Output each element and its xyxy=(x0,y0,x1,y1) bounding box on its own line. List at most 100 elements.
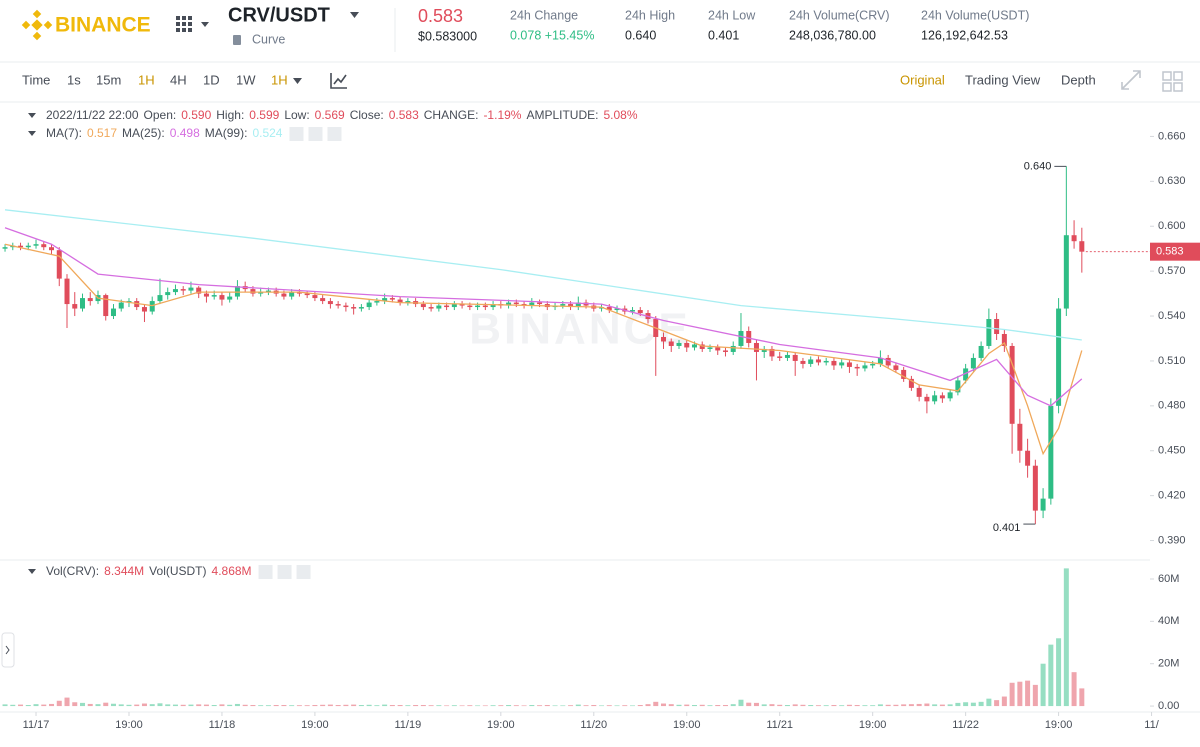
candle-body xyxy=(684,342,690,348)
candle-body xyxy=(420,304,426,308)
interval[interactable]: 1s xyxy=(67,72,81,87)
candle-body xyxy=(25,245,31,248)
candle-body xyxy=(366,302,372,308)
y-tick-label: 0.570 xyxy=(1158,265,1186,277)
interval[interactable]: 1H xyxy=(271,72,288,87)
layout-icon[interactable] xyxy=(1162,71,1183,92)
volume-bar xyxy=(211,705,217,707)
volume-bar xyxy=(591,705,597,707)
candle-body xyxy=(18,245,24,248)
volume-bar xyxy=(715,705,721,707)
candle-body xyxy=(513,302,519,305)
volume-bar xyxy=(234,703,240,707)
volume-bar xyxy=(978,701,984,707)
stat-label: 24h Volume(USDT) xyxy=(921,8,1029,22)
candle-body xyxy=(939,395,945,399)
stat-label: 24h High xyxy=(625,8,675,22)
y-tick-label: 0.420 xyxy=(1158,490,1186,502)
volume-bar xyxy=(265,705,271,707)
toolbar: Time 1s 15m 1H 4H 1D 1W 1H Original Trad… xyxy=(0,70,1200,103)
candle-body xyxy=(769,348,775,357)
pair[interactable]: CRV/USDT xyxy=(228,4,330,26)
volume-bar xyxy=(1040,663,1046,707)
y-tick-label: 0.450 xyxy=(1158,445,1186,457)
volume-bar xyxy=(831,705,837,707)
volume-bar xyxy=(761,704,767,707)
legend-eye-button[interactable] xyxy=(289,127,304,141)
interval[interactable]: 1H xyxy=(138,72,155,87)
logo-icon xyxy=(21,9,53,41)
legend-value: -1.19% xyxy=(483,108,521,122)
legend-toggle[interactable] xyxy=(28,131,36,136)
volume-bar xyxy=(459,705,465,707)
candle-body xyxy=(537,302,543,305)
legend-close-button[interactable] xyxy=(296,565,311,579)
candle-body xyxy=(963,368,969,381)
volume-bar xyxy=(335,705,341,707)
legend-close-button[interactable] xyxy=(327,127,342,141)
candle-body xyxy=(808,359,814,364)
last-price-usd: $0.583000 xyxy=(418,29,477,43)
candle-body xyxy=(374,301,380,303)
volume-bar xyxy=(327,704,333,707)
volume-bar xyxy=(95,704,101,707)
x-tick-label: 19:00 xyxy=(115,719,143,731)
moving-average-line xyxy=(4,227,1083,407)
legend-gear-button[interactable] xyxy=(308,127,323,141)
legend-eye-button[interactable] xyxy=(258,565,273,579)
legend-label: Close: xyxy=(350,108,384,122)
interval[interactable]: Time xyxy=(22,72,50,87)
volume-bar xyxy=(661,703,667,707)
volume-bar xyxy=(498,705,504,707)
volume-bar xyxy=(614,705,620,707)
volume-bar xyxy=(374,705,380,707)
volume-bar xyxy=(64,697,70,707)
candle-body xyxy=(862,365,868,369)
fullscreen-icon[interactable] xyxy=(1121,70,1141,90)
volume-bar xyxy=(823,705,829,707)
volume-bar xyxy=(552,705,558,707)
legend-label: Open: xyxy=(144,108,177,122)
candle-body xyxy=(746,331,752,343)
legend-toggle[interactable] xyxy=(28,113,36,118)
side-toggle-icon xyxy=(5,645,10,655)
volume-bar xyxy=(451,705,457,707)
interval-dropdown[interactable] xyxy=(293,78,302,84)
view-tab[interactable]: Depth xyxy=(1061,72,1096,87)
legend-value: 0.590 xyxy=(181,108,211,122)
candle-body xyxy=(56,250,62,279)
side-toggle[interactable] xyxy=(1,632,15,668)
candle-body xyxy=(1032,465,1038,511)
x-tick-label: 19:00 xyxy=(1045,719,1073,731)
candle-body xyxy=(149,301,155,312)
logo[interactable]: BINANCE xyxy=(55,14,151,37)
legend-toggle[interactable] xyxy=(28,569,36,574)
volume-bar xyxy=(110,703,116,707)
candle-body xyxy=(258,292,264,294)
y-tick-label: 0.630 xyxy=(1158,175,1186,187)
view-tab[interactable]: Trading View xyxy=(965,72,1041,87)
legend-label: Vol(USDT) xyxy=(149,564,206,578)
volume-bar xyxy=(312,705,318,707)
project[interactable]: Curve xyxy=(252,32,285,46)
menu-grid-icon[interactable] xyxy=(176,16,209,32)
volume-bar xyxy=(72,702,78,707)
volume-bar xyxy=(506,705,512,707)
indicator-icon[interactable] xyxy=(330,73,347,89)
interval[interactable]: 1D xyxy=(203,72,220,87)
candle-body xyxy=(924,396,930,402)
view-tab[interactable]: Original xyxy=(900,72,945,87)
interval[interactable]: 4H xyxy=(170,72,187,87)
candle-body xyxy=(932,395,938,402)
legend-value: 0.524 xyxy=(252,126,282,140)
legend-gear-button[interactable] xyxy=(277,565,292,579)
volume-bar xyxy=(25,705,31,707)
candle-body xyxy=(1040,498,1046,511)
interval[interactable]: 15m xyxy=(96,72,121,87)
pair-dropdown[interactable] xyxy=(350,12,359,18)
interval[interactable]: 1W xyxy=(236,72,256,87)
candle-body xyxy=(444,305,450,308)
candle-body xyxy=(80,298,86,309)
volume-bar xyxy=(180,704,186,707)
candle-body xyxy=(994,319,1000,334)
